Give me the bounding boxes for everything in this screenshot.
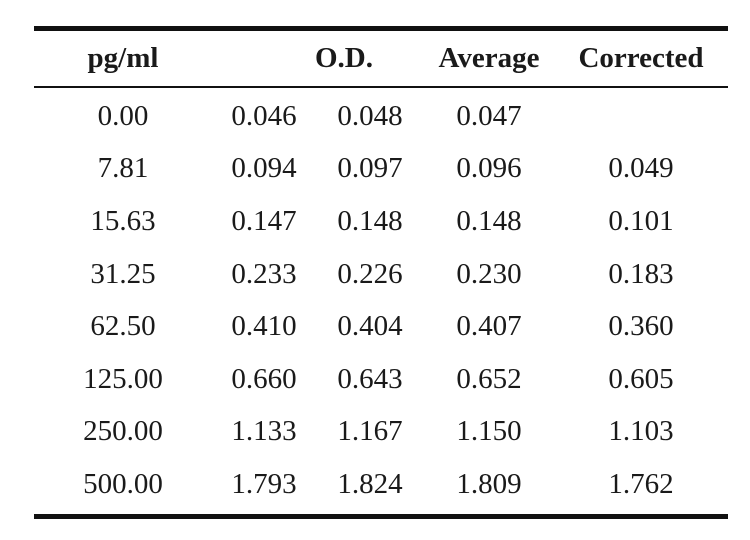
cell-average: 0.096 [456, 152, 522, 185]
header-corrected: Corrected [578, 42, 704, 74]
cell-concentration: 125.00 [83, 362, 163, 395]
cell-od-1: 0.094 [231, 152, 297, 185]
table-bottom-rule [34, 513, 728, 519]
table-row: 31.25 0.233 0.226 0.230 0.183 [34, 248, 728, 301]
cell-od-1: 0.660 [231, 362, 297, 395]
cell-corrected: 0.183 [608, 257, 674, 290]
cell-concentration: 7.81 [97, 152, 149, 185]
cell-od-1: 0.147 [231, 204, 297, 237]
cell-corrected: 0.049 [608, 152, 674, 185]
cell-corrected: 0.605 [608, 362, 674, 395]
cell-od-2: 1.824 [337, 467, 403, 500]
cell-od-2: 0.148 [337, 204, 403, 237]
cell-concentration: 31.25 [90, 257, 156, 290]
header-average: Average [438, 42, 540, 74]
header-od: O.D. [315, 42, 373, 74]
header-concentration: pg/ml [87, 42, 159, 74]
cell-od-1: 1.793 [231, 467, 297, 500]
table-header-rule [34, 86, 728, 88]
cell-average: 0.047 [456, 99, 522, 132]
cell-average: 0.407 [456, 310, 522, 343]
cell-od-2: 0.226 [337, 257, 403, 290]
cell-corrected: 0.101 [608, 204, 674, 237]
standard-curve-table: pg/ml O.D. Average Corrected 0.00 0.046 0.… [34, 26, 728, 519]
cell-od-1: 0.046 [231, 99, 297, 132]
cell-od-2: 0.643 [337, 362, 403, 395]
cell-corrected: 1.762 [608, 467, 674, 500]
cell-corrected [564, 90, 718, 143]
table-row: 125.00 0.660 0.643 0.652 0.605 [34, 353, 728, 406]
cell-concentration: 0.00 [97, 99, 149, 132]
cell-od-2: 1.167 [337, 415, 403, 448]
table-row: 0.00 0.046 0.048 0.047 [34, 90, 728, 143]
table-row: 500.00 1.793 1.824 1.809 1.762 [34, 458, 728, 511]
table-row: 7.81 0.094 0.097 0.096 0.049 [34, 143, 728, 196]
cell-od-2: 0.097 [337, 152, 403, 185]
cell-average: 0.230 [456, 257, 522, 290]
cell-average: 1.809 [456, 467, 522, 500]
table-row: 62.50 0.410 0.404 0.407 0.360 [34, 300, 728, 353]
cell-corrected: 1.103 [608, 415, 674, 448]
table-header-row: pg/ml O.D. Average Corrected [34, 31, 728, 86]
cell-average: 0.148 [456, 204, 522, 237]
cell-average: 1.150 [456, 415, 522, 448]
cell-concentration: 62.50 [90, 310, 156, 343]
cell-corrected: 0.360 [608, 310, 674, 343]
table-row: 15.63 0.147 0.148 0.148 0.101 [34, 195, 728, 248]
table-top-rule [34, 26, 728, 31]
cell-concentration: 15.63 [90, 204, 156, 237]
cell-od-2: 0.404 [337, 310, 403, 343]
cell-od-1: 1.133 [231, 415, 297, 448]
table-row: 250.00 1.133 1.167 1.150 1.103 [34, 406, 728, 459]
table-body: 0.00 0.046 0.048 0.047 7.81 0.094 0.097 0.096 0.… [34, 88, 728, 514]
cell-concentration: 500.00 [83, 467, 163, 500]
cell-od-1: 0.233 [231, 257, 297, 290]
cell-average: 0.652 [456, 362, 522, 395]
cell-od-2: 0.048 [337, 99, 403, 132]
cell-concentration: 250.00 [83, 415, 163, 448]
cell-od-1: 0.410 [231, 310, 297, 343]
